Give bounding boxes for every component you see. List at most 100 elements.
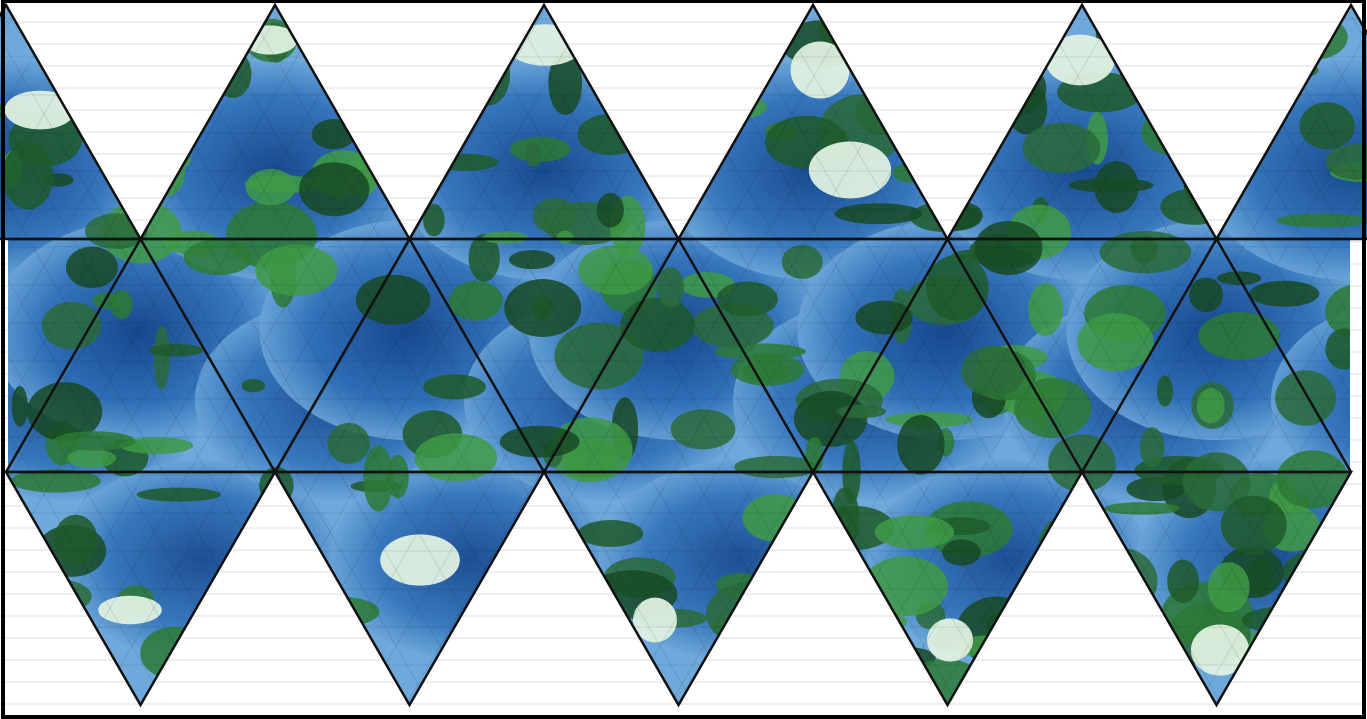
hex-cell <box>813 132 859 172</box>
hex-cell <box>285 360 331 400</box>
hex-cell <box>395 474 441 514</box>
land <box>327 422 370 464</box>
hex-cell <box>1187 626 1233 666</box>
hex-cell <box>153 208 199 248</box>
hex-cell <box>1165 512 1211 552</box>
hex-cell <box>461 208 507 248</box>
hex-cell <box>65 512 111 552</box>
hex-cell <box>791 246 837 286</box>
hex-cell <box>1055 322 1101 362</box>
hex-cell <box>945 436 991 476</box>
hex-cell <box>879 398 925 438</box>
hex-cell <box>131 246 177 286</box>
hex-cell <box>505 5 551 20</box>
hex-cell <box>791 170 837 210</box>
hex-cell <box>681 360 727 400</box>
land <box>110 289 133 319</box>
hex-cell <box>835 170 881 210</box>
hex-cell <box>725 360 771 400</box>
hex-cell <box>505 56 551 96</box>
land <box>1099 230 1192 274</box>
hex-cell <box>65 360 111 400</box>
hex-cell <box>1143 398 1189 438</box>
hex-cell <box>1341 284 1367 324</box>
hex-cell <box>967 398 1013 438</box>
hex-cell <box>901 588 947 628</box>
hex-cell <box>659 322 705 362</box>
land <box>1207 562 1250 613</box>
hex-cell <box>1319 170 1365 210</box>
ice <box>927 618 973 662</box>
hex-cell <box>923 474 969 514</box>
hex-cell <box>307 398 353 438</box>
land <box>241 378 266 393</box>
hex-cell <box>527 170 573 210</box>
hex-cell <box>791 322 837 362</box>
hex-cell <box>1297 132 1343 172</box>
hex-cell <box>615 550 661 590</box>
hex-cell <box>967 474 1013 514</box>
hex-cell <box>1033 132 1079 172</box>
face-edge <box>1214 2 1367 241</box>
hex-cell <box>813 360 859 400</box>
hex-cell <box>65 284 111 324</box>
hex-cell <box>219 322 265 362</box>
hex-cell <box>549 360 595 400</box>
hex-cell <box>1011 246 1057 286</box>
hex-cell <box>1297 208 1343 248</box>
ice <box>1045 34 1115 86</box>
hex-cell <box>681 436 727 476</box>
hex-cell <box>1319 94 1365 134</box>
land <box>53 514 98 566</box>
hex-cell <box>725 512 771 552</box>
hex-cell <box>175 170 221 210</box>
hex-cell <box>395 550 441 590</box>
hex-cell <box>857 360 903 400</box>
hex-cell <box>373 588 419 628</box>
hex-cell <box>219 94 265 134</box>
hex-cell <box>1121 512 1167 552</box>
hex-cell <box>1187 398 1233 438</box>
land <box>153 326 170 390</box>
hex-cell <box>0 474 45 514</box>
land <box>1182 452 1251 512</box>
hex-cell <box>395 246 441 286</box>
hex-cell <box>967 246 1013 286</box>
hex-cell <box>1253 208 1299 248</box>
hex-cell <box>1055 170 1101 210</box>
hex-cell <box>1121 436 1167 476</box>
hex-cell <box>681 284 727 324</box>
hex-cell <box>241 284 287 324</box>
hex-cell <box>879 246 925 286</box>
hex-cell <box>549 284 595 324</box>
hex-cell <box>461 284 507 324</box>
hex-cell <box>1055 398 1101 438</box>
hex-cell <box>615 246 661 286</box>
land <box>578 245 653 295</box>
hex-cell <box>373 284 419 324</box>
hex-cell <box>1209 512 1255 552</box>
hex-cell <box>967 322 1013 362</box>
hex-cell <box>373 512 419 552</box>
hex-cell <box>131 398 177 438</box>
hex-cell <box>1165 284 1211 324</box>
hex-cell <box>351 474 397 514</box>
hex-cell <box>417 436 463 476</box>
hex-cell <box>857 208 903 248</box>
hex-cell <box>615 474 661 514</box>
hex-cell <box>439 246 485 286</box>
band-edge <box>1215 238 1353 473</box>
hex-cell <box>329 436 375 476</box>
hex-cell <box>1099 322 1145 362</box>
hex-cell <box>505 436 551 476</box>
hex-cell <box>0 208 23 248</box>
land <box>1276 213 1367 228</box>
hex-cell <box>43 246 89 286</box>
hex-cell <box>1121 284 1167 324</box>
hex-cell <box>879 322 925 362</box>
hex-cell <box>197 208 243 248</box>
land <box>1167 559 1199 604</box>
hex-cell <box>351 246 397 286</box>
hex-cell <box>1077 360 1123 400</box>
land <box>53 431 136 451</box>
